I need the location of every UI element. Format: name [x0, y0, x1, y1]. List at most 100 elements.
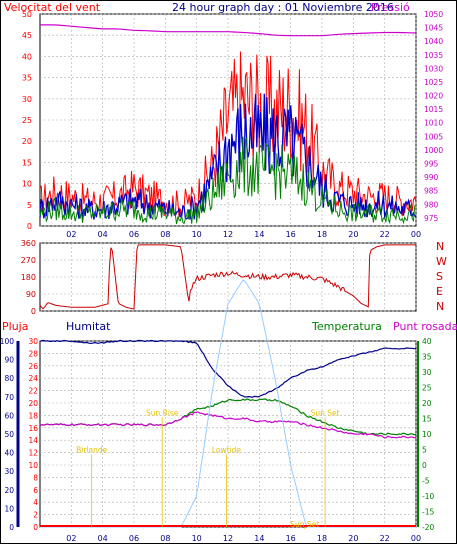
wind-x-tick: 16 — [286, 230, 296, 239]
pressure-y-tick: 975 — [424, 214, 439, 223]
rain-y-tick: 16 — [28, 424, 38, 433]
wind-y-tick: 20 — [22, 137, 32, 146]
wind-y-tick: 0 — [27, 222, 32, 231]
temp-y-tick: 15 — [422, 415, 432, 424]
temp-y-tick: 40 — [422, 337, 432, 346]
annotation-label: Sun Rise — [146, 408, 179, 417]
humidity-y-tick: 20 — [4, 486, 14, 495]
humidity-y-tick: 40 — [4, 449, 14, 458]
direction-y-tick: 0 — [31, 307, 36, 316]
pressure-y-tick: 1045 — [424, 24, 443, 33]
wind-y-tick: 35 — [22, 74, 32, 83]
pressure-y-tick: 980 — [424, 200, 439, 209]
temp-y-tick: -5 — [422, 477, 430, 486]
compass-label: E — [436, 285, 443, 298]
pressure-y-tick: 1015 — [424, 105, 443, 114]
humidity-x-tick: 10 — [192, 534, 202, 543]
humidity-y-tick: 100 — [0, 337, 14, 346]
wind-x-tick: 06 — [129, 230, 139, 239]
legend-label: Temperatura — [311, 320, 382, 333]
annotation-label: Sun Set — [311, 408, 340, 417]
pressure-y-tick: 1020 — [424, 92, 443, 101]
compass-label: S — [436, 270, 443, 283]
rain-y-tick: 30 — [28, 337, 38, 346]
rain-y-tick: 14 — [28, 436, 38, 445]
pressure-y-tick: 1000 — [424, 146, 443, 155]
rain-y-tick: 2 — [33, 511, 38, 520]
temp-y-tick: 35 — [422, 353, 432, 362]
rain-y-tick: 8 — [33, 473, 38, 482]
wind-x-tick: 14 — [254, 230, 264, 239]
temp-y-tick: 30 — [422, 368, 432, 377]
pressure-y-tick: 1050 — [424, 10, 443, 19]
humidity-y-tick: 50 — [4, 430, 14, 439]
humidity-y-tick: 0 — [9, 523, 14, 532]
pressure-y-tick: 1025 — [424, 78, 443, 87]
humidity-x-tick: 00 — [411, 534, 421, 543]
rain-y-tick: 6 — [33, 486, 38, 495]
wind-x-tick: 18 — [317, 230, 327, 239]
series-line-direction — [39, 244, 416, 310]
rain-y-tick: 22 — [28, 387, 38, 396]
humidity-x-tick: 18 — [317, 534, 327, 543]
compass-label: N — [436, 300, 444, 313]
humidity-y-tick: 70 — [4, 393, 14, 402]
direction-y-tick: 270 — [21, 256, 36, 265]
humidity-x-tick: 22 — [380, 534, 390, 543]
humidity-x-tick: 14 — [254, 534, 264, 543]
right-title: Pressió — [371, 1, 410, 14]
chart-title: 24 hour graph day : 01 Noviembre 2016 — [172, 1, 394, 14]
series-line-average — [39, 136, 417, 225]
humidity-y-tick: 80 — [4, 374, 14, 383]
series-line-humitat — [39, 339, 417, 398]
rain-y-tick: 28 — [28, 349, 38, 358]
wind-y-tick: 30 — [22, 95, 32, 104]
rain-y-tick: 0 — [33, 523, 38, 532]
compass-label: W — [436, 255, 447, 268]
temp-y-tick: 0 — [422, 461, 427, 470]
wind-y-tick: 25 — [22, 116, 32, 125]
wind-y-tick: 5 — [27, 201, 32, 210]
wind-x-tick: 10 — [192, 230, 202, 239]
annotation-label: Birlande — [76, 446, 108, 455]
wind-x-tick: 20 — [348, 230, 358, 239]
humidity-x-tick: 12 — [223, 534, 233, 543]
annotation-label: Lowtide — [212, 446, 242, 455]
temp-y-tick: 5 — [422, 446, 427, 455]
pressure-y-tick: 995 — [424, 159, 439, 168]
wind-x-tick: 08 — [160, 230, 170, 239]
series-line-pressure — [40, 24, 417, 37]
humidity-x-tick: 06 — [129, 534, 139, 543]
temp-y-tick: 20 — [422, 399, 432, 408]
pressure-y-tick: 1030 — [424, 64, 443, 73]
humidity-x-tick: 04 — [98, 534, 108, 543]
humidity-y-tick: 60 — [4, 411, 14, 420]
pressure-y-tick: 990 — [424, 173, 439, 182]
rain-y-tick: 20 — [28, 399, 38, 408]
wind-y-tick: 10 — [22, 180, 32, 189]
pressure-y-tick: 985 — [424, 187, 439, 196]
left-title: Velocitat del vent — [4, 1, 101, 14]
rain-y-tick: 24 — [28, 374, 38, 383]
legend-label: Humitat — [66, 320, 111, 333]
wind-x-tick: 12 — [223, 230, 233, 239]
pressure-y-tick: 1040 — [424, 37, 443, 46]
wind-x-tick: 04 — [98, 230, 108, 239]
humidity-x-tick: 08 — [160, 534, 170, 543]
wind-x-tick: 02 — [66, 230, 76, 239]
pressure-y-tick: 1010 — [424, 119, 443, 128]
temp-y-tick: -15 — [422, 508, 434, 517]
wind-y-tick: 40 — [22, 52, 32, 61]
humidity-y-tick: 10 — [4, 504, 14, 513]
humidity-x-tick: 20 — [348, 534, 358, 543]
direction-y-tick: 90 — [26, 290, 36, 299]
legend-label: Punt rosada — [393, 320, 457, 333]
rain-y-tick: 4 — [33, 498, 38, 507]
pressure-y-tick: 1035 — [424, 51, 443, 60]
wind-x-tick: 00 — [411, 230, 421, 239]
series-line-punt-rosada — [39, 411, 417, 439]
temp-y-tick: 25 — [422, 384, 432, 393]
wind-y-tick: 50 — [22, 10, 32, 19]
humidity-x-tick: 16 — [286, 534, 296, 543]
